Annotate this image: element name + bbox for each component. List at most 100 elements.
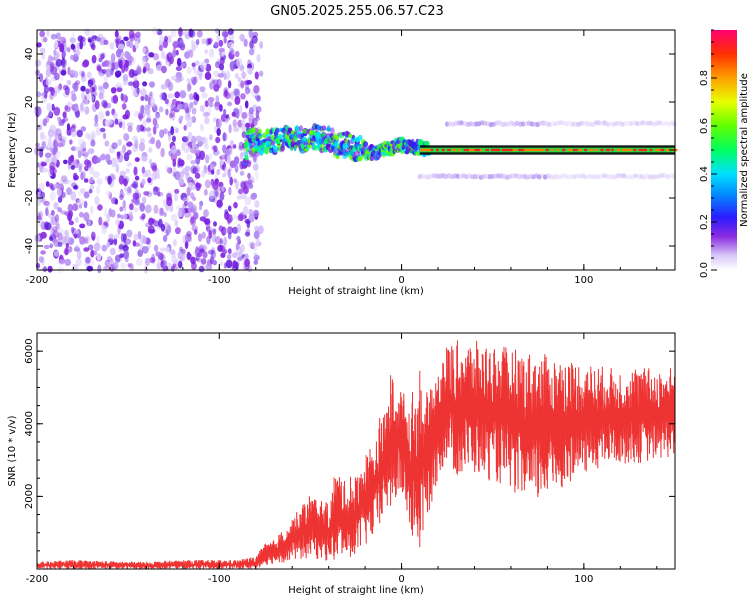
noise-speckle bbox=[244, 196, 251, 206]
noise-speckle bbox=[144, 169, 152, 178]
sideband-mark bbox=[643, 120, 648, 126]
sideband-mark bbox=[552, 121, 558, 127]
main-tone-mark bbox=[309, 129, 314, 136]
noise-speckle bbox=[177, 40, 184, 48]
noise-speckle bbox=[54, 250, 59, 257]
noise-speckle bbox=[47, 141, 52, 149]
noise-speckle bbox=[221, 173, 226, 178]
noise-speckle bbox=[118, 175, 125, 185]
main-tone-mark bbox=[280, 146, 286, 152]
noise-speckle bbox=[194, 172, 201, 179]
noise-speckle bbox=[37, 212, 42, 219]
noise-speckle bbox=[122, 144, 127, 153]
noise-speckle bbox=[153, 204, 159, 214]
noise-speckle bbox=[58, 83, 63, 91]
noise-speckle bbox=[60, 58, 66, 67]
noise-speckle bbox=[96, 252, 102, 261]
noise-speckle bbox=[133, 166, 138, 176]
noise-speckle bbox=[204, 179, 211, 189]
sideband-mark bbox=[570, 121, 575, 128]
noise-speckle bbox=[213, 70, 220, 78]
noise-speckle bbox=[250, 123, 255, 128]
main-tone-core bbox=[551, 148, 554, 152]
noise-speckle bbox=[207, 38, 212, 45]
sideband-mark bbox=[668, 173, 673, 179]
noise-speckle bbox=[70, 127, 77, 138]
sideband-mark bbox=[637, 121, 642, 127]
noise-speckle bbox=[236, 195, 243, 200]
noise-speckle bbox=[240, 93, 246, 100]
noise-speckle bbox=[104, 259, 111, 267]
sideband-mark bbox=[608, 121, 613, 127]
noise-speckle bbox=[121, 120, 126, 130]
sideband-mark bbox=[558, 120, 564, 126]
noise-speckle bbox=[84, 151, 90, 157]
noise-speckle bbox=[80, 102, 84, 112]
noise-speckle bbox=[134, 40, 140, 49]
noise-speckle bbox=[55, 222, 60, 231]
noise-speckle bbox=[170, 108, 176, 118]
noise-speckle bbox=[41, 168, 49, 173]
noise-speckle bbox=[146, 117, 152, 123]
noise-speckle bbox=[41, 161, 47, 167]
snr-x-tick-label: 100 bbox=[574, 574, 593, 585]
noise-speckle bbox=[195, 94, 200, 102]
noise-speckle bbox=[128, 211, 133, 218]
noise-speckle bbox=[66, 101, 73, 107]
noise-speckle bbox=[66, 187, 72, 196]
noise-speckle bbox=[203, 138, 208, 144]
noise-speckle bbox=[224, 209, 229, 215]
noise-speckle bbox=[138, 142, 146, 152]
sideband-mark bbox=[633, 173, 638, 179]
noise-speckle bbox=[210, 249, 216, 259]
noise-speckle bbox=[63, 159, 68, 165]
noise-speckle bbox=[162, 235, 168, 242]
noise-speckle bbox=[43, 84, 50, 94]
main-tone-core bbox=[463, 148, 470, 152]
noise-speckle bbox=[225, 259, 233, 269]
noise-speckle bbox=[147, 132, 152, 138]
noise-speckle bbox=[78, 163, 83, 169]
noise-speckle bbox=[144, 257, 150, 267]
noise-speckle bbox=[228, 186, 232, 196]
noise-speckle bbox=[254, 225, 260, 232]
noise-speckle bbox=[195, 155, 201, 165]
sideband-mark bbox=[610, 174, 615, 180]
snr-ticks: -200 -100 0 100 2000 4000 6000 bbox=[24, 332, 675, 585]
noise-speckle bbox=[53, 91, 57, 97]
noise-speckle bbox=[39, 30, 46, 38]
sideband-mark bbox=[666, 121, 671, 127]
noise-speckle bbox=[182, 235, 188, 244]
noise-speckle bbox=[141, 196, 147, 205]
noise-speckle bbox=[166, 164, 171, 174]
noise-speckle bbox=[77, 35, 84, 42]
noise-speckle bbox=[150, 137, 156, 145]
main-tone-core bbox=[594, 148, 598, 152]
noise-speckle bbox=[195, 135, 202, 142]
noise-speckle bbox=[193, 67, 198, 74]
noise-speckle bbox=[46, 30, 50, 37]
noise-speckle bbox=[118, 59, 123, 69]
noise-speckle bbox=[166, 196, 173, 207]
noise-speckle bbox=[43, 36, 48, 43]
noise-speckle bbox=[80, 143, 86, 150]
noise-speckle bbox=[227, 41, 234, 49]
noise-speckle bbox=[132, 207, 139, 213]
noise-speckle bbox=[151, 253, 156, 262]
noise-speckle bbox=[101, 224, 107, 235]
noise-speckle bbox=[234, 72, 239, 79]
noise-speckle bbox=[233, 202, 238, 209]
noise-speckle bbox=[141, 152, 148, 162]
noise-speckle bbox=[231, 111, 236, 117]
snr-x-axis-label: Height of straight line (km) bbox=[288, 585, 424, 596]
noise-speckle bbox=[155, 113, 161, 122]
noise-speckle bbox=[208, 101, 214, 108]
noise-speckle bbox=[66, 47, 71, 53]
noise-speckle bbox=[187, 131, 193, 140]
noise-speckle bbox=[210, 164, 214, 171]
main-tone-mark bbox=[299, 150, 306, 154]
spectrogram-y-tick-label: 20 bbox=[24, 96, 35, 109]
sideband-mark bbox=[494, 120, 499, 126]
noise-speckle bbox=[204, 49, 208, 54]
